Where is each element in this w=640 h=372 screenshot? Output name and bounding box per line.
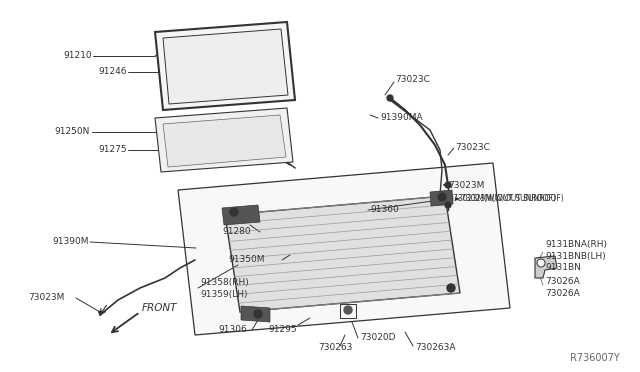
Circle shape [344, 306, 352, 314]
Circle shape [438, 193, 446, 201]
Text: 73023M: 73023M [28, 294, 65, 302]
Text: 91350M: 91350M [228, 256, 264, 264]
Text: 730263A: 730263A [415, 343, 456, 353]
Circle shape [387, 95, 393, 101]
Polygon shape [163, 115, 286, 167]
Circle shape [230, 208, 238, 216]
Text: 91360: 91360 [370, 205, 399, 215]
Text: 730263: 730263 [318, 343, 353, 353]
Text: 91390M: 91390M [52, 237, 88, 247]
Text: 91358(RH): 91358(RH) [200, 278, 249, 286]
Text: 73026A: 73026A [545, 289, 580, 298]
Text: FRONT: FRONT [142, 303, 177, 313]
Circle shape [447, 284, 455, 292]
Text: 91250N: 91250N [54, 128, 90, 137]
Circle shape [254, 310, 262, 318]
Text: 9131BNA(RH): 9131BNA(RH) [545, 241, 607, 250]
Polygon shape [222, 205, 260, 225]
Text: 73023C: 73023C [455, 144, 490, 153]
Polygon shape [430, 190, 453, 206]
Polygon shape [163, 29, 288, 104]
Text: 91390MA: 91390MA [380, 113, 422, 122]
Text: ►73023M(W/OUT SUNROOF): ►73023M(W/OUT SUNROOF) [455, 193, 564, 202]
Polygon shape [155, 108, 293, 172]
Text: 73026A: 73026A [545, 278, 580, 286]
Circle shape [445, 202, 451, 208]
Text: 91210: 91210 [63, 51, 92, 61]
Text: 91359(LH): 91359(LH) [200, 291, 248, 299]
Text: 73023M(W/OUT SUNROOF): 73023M(W/OUT SUNROOF) [453, 193, 556, 202]
Polygon shape [225, 196, 460, 312]
Circle shape [445, 182, 451, 188]
Text: 73023C: 73023C [395, 76, 430, 84]
Circle shape [537, 259, 545, 267]
Text: 9131BN: 9131BN [545, 263, 581, 273]
Text: 91280: 91280 [222, 228, 251, 237]
Text: 91275: 91275 [99, 145, 127, 154]
Text: R736007Y: R736007Y [570, 353, 620, 363]
Polygon shape [178, 163, 510, 335]
Text: 73023M: 73023M [448, 180, 484, 189]
Text: 91306: 91306 [218, 326, 247, 334]
Text: 9131BNB(LH): 9131BNB(LH) [545, 253, 605, 262]
Text: 91295: 91295 [268, 326, 296, 334]
Text: 73020D: 73020D [360, 334, 396, 343]
Polygon shape [535, 256, 557, 278]
Polygon shape [155, 22, 295, 110]
Text: 91246: 91246 [99, 67, 127, 77]
Polygon shape [241, 306, 270, 322]
